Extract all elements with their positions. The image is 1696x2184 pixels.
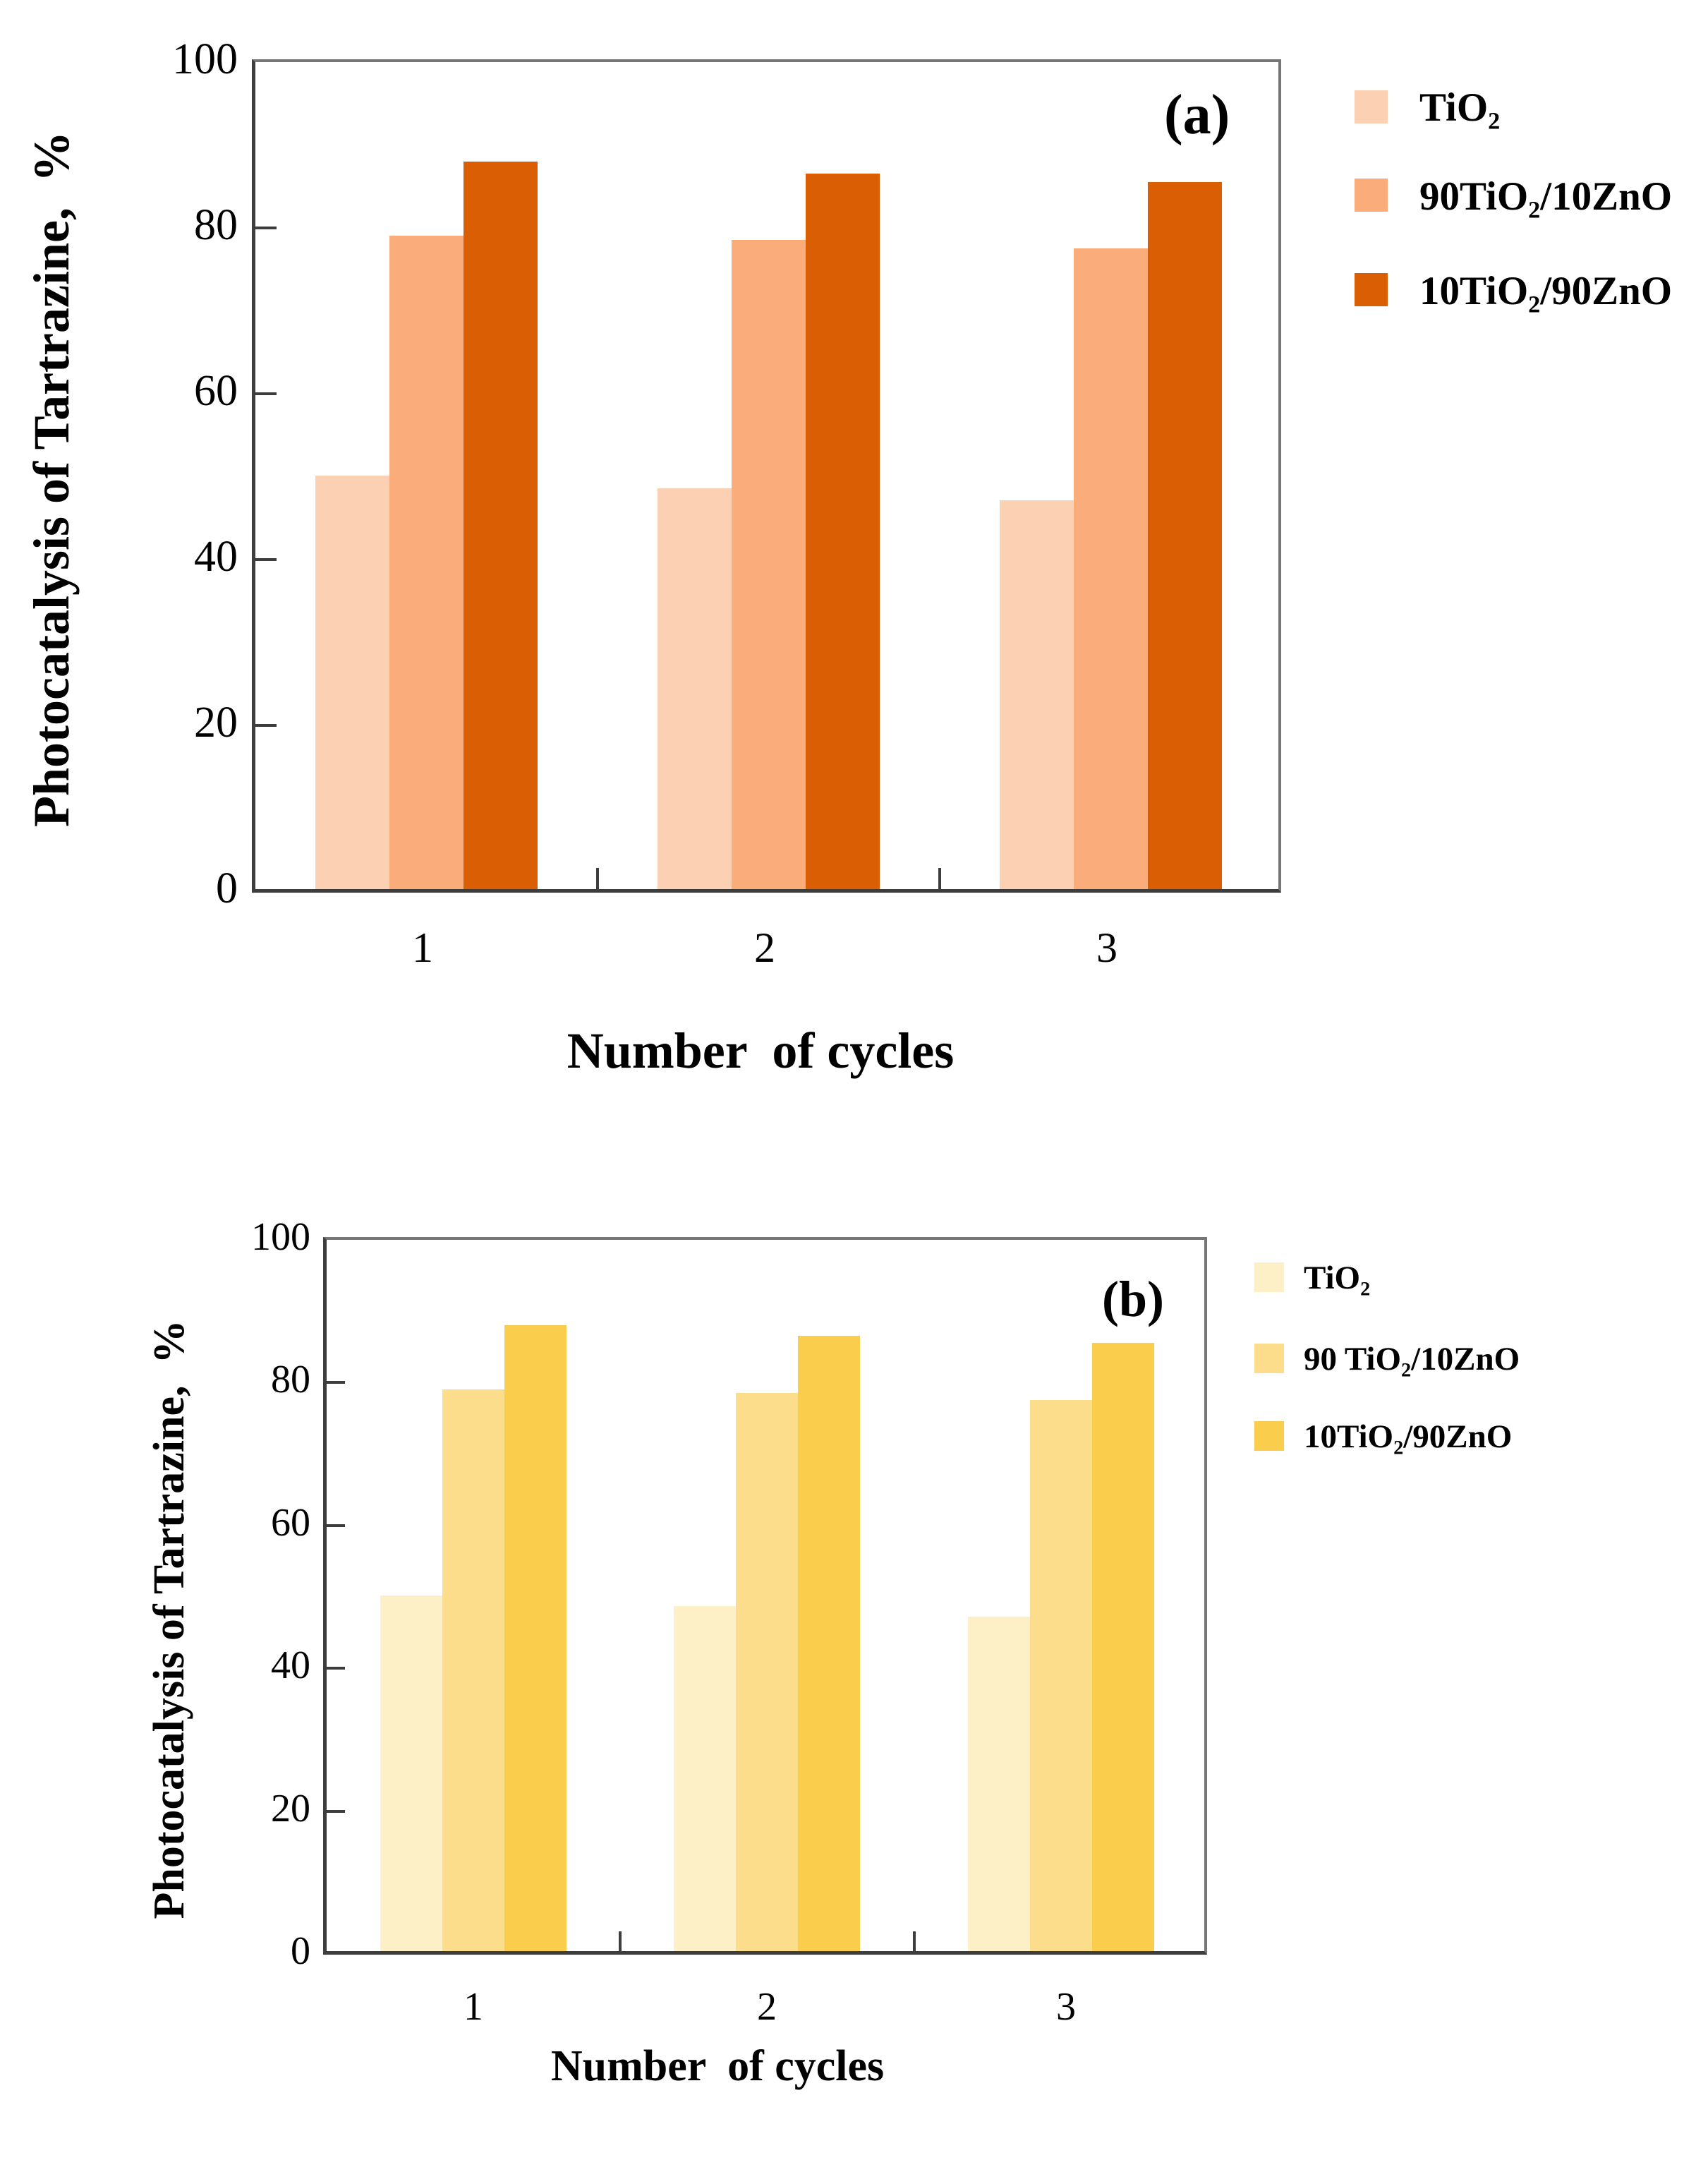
chart-b-y-tickmark-60 bbox=[327, 1524, 345, 1527]
chart-b-y-tickmark-40 bbox=[327, 1667, 345, 1670]
chart-b-y-tick-20: 20 bbox=[271, 1787, 310, 1830]
chart-a-bar-cycle2-series1 bbox=[658, 488, 732, 889]
chart-a-y-tick-0: 0 bbox=[216, 864, 238, 912]
chart-a-y-tick-40: 40 bbox=[194, 533, 238, 581]
chart-a-x-tick-2: 2 bbox=[754, 924, 775, 971]
chart-a-x-axis-title: Number of cycles bbox=[567, 1022, 955, 1079]
chart-b-legend-swatch-tio2 bbox=[1254, 1262, 1284, 1292]
chart-a-legend-swatch-tio2 bbox=[1355, 90, 1388, 123]
chart-b-x-tickmark-1 bbox=[619, 1931, 622, 1951]
chart-a-legend-label-10tio2-90zno: 10TiO₂/90ZnO bbox=[1419, 269, 1673, 313]
chart-b-legend-label-10tio2-90zno: 10TiO₂/90ZnO bbox=[1304, 1418, 1513, 1455]
chart-b-legend-swatch-90tio2-10zno bbox=[1254, 1344, 1284, 1373]
chart-a-legend-swatch-10tio2-90zno bbox=[1355, 273, 1388, 306]
chart-b-plot-area bbox=[323, 1237, 1207, 1955]
chart-a-y-tick-100: 100 bbox=[172, 35, 238, 83]
chart-a-bar-cycle3-series3 bbox=[1148, 181, 1222, 889]
chart-b-y-tick-60: 60 bbox=[271, 1501, 310, 1545]
chart-b-y-tick-0: 0 bbox=[291, 1929, 310, 1973]
chart-b-x-tick-3: 3 bbox=[1056, 1985, 1076, 2029]
chart-b-legend-label-tio2: TiO₂ bbox=[1304, 1260, 1371, 1296]
chart-a-bar-cycle2-series3 bbox=[806, 174, 880, 889]
chart-b-bar-cycle3-series3 bbox=[1091, 1343, 1154, 1951]
chart-b-legend-swatch-10tio2-90zno bbox=[1254, 1421, 1284, 1451]
chart-b-legend-label-90tio2-10zno: 90 TiO₂/10ZnO bbox=[1304, 1341, 1520, 1377]
chart-a-y-tickmark-40 bbox=[255, 558, 277, 561]
chart-a-bar-cycle1-series1 bbox=[315, 476, 389, 889]
chart-b-bar-cycle1-series2 bbox=[442, 1389, 504, 1951]
chart-a-y-tick-80: 80 bbox=[194, 201, 238, 249]
chart-b-x-tickmark-2 bbox=[913, 1931, 916, 1951]
chart-b-bar-cycle1-series1 bbox=[380, 1595, 442, 1951]
chart-a-y-tickmark-80 bbox=[255, 227, 277, 229]
chart-b-x-tick-2: 2 bbox=[757, 1985, 777, 2029]
chart-b-bar-cycle2-series2 bbox=[736, 1392, 799, 1951]
chart-a-panel-label: (a) bbox=[1164, 84, 1230, 146]
chart-a-bar-cycle2-series2 bbox=[732, 239, 806, 889]
chart-b-x-axis-title: Number of cycles bbox=[550, 2042, 885, 2090]
chart-a-bar-cycle3-series1 bbox=[1000, 500, 1074, 889]
chart-b-y-tickmark-80 bbox=[327, 1381, 345, 1384]
chart-a-legend-swatch-90tio2-10zno bbox=[1355, 179, 1388, 212]
chart-a-y-tick-60: 60 bbox=[194, 367, 238, 415]
chart-b-bar-cycle2-series1 bbox=[674, 1606, 737, 1951]
chart-b-bar-cycle3-series2 bbox=[1029, 1399, 1092, 1951]
chart-a-x-tickmark-1 bbox=[596, 868, 599, 889]
chart-a-bar-cycle1-series2 bbox=[389, 236, 464, 889]
chart-a-y-tick-20: 20 bbox=[194, 699, 238, 747]
chart-b-y-tick-80: 80 bbox=[271, 1358, 310, 1401]
chart-b-x-tick-1: 1 bbox=[464, 1985, 483, 2029]
chart-b-bar-cycle3-series1 bbox=[967, 1617, 1030, 1951]
chart-b-bar-cycle1-series3 bbox=[504, 1325, 567, 1951]
chart-b-y-tick-100: 100 bbox=[251, 1215, 310, 1259]
chart-a-x-tick-1: 1 bbox=[412, 924, 433, 971]
chart-a-bar-cycle3-series2 bbox=[1074, 248, 1148, 889]
chart-a-legend-label-90tio2-10zno: 90TiO₂/10ZnO bbox=[1419, 174, 1673, 219]
chart-b-y-tick-40: 40 bbox=[271, 1643, 310, 1687]
chart-a-x-tick-3: 3 bbox=[1096, 924, 1117, 971]
chart-a-y-tickmark-20 bbox=[255, 724, 277, 727]
chart-a-legend-label-tio2: TiO₂ bbox=[1419, 85, 1501, 130]
chart-b-bar-cycle2-series3 bbox=[798, 1336, 861, 1951]
chart-a-y-axis-title: Photocatalysis of Tartrazine, % bbox=[23, 131, 80, 827]
chart-b-y-tickmark-20 bbox=[327, 1810, 345, 1813]
chart-b-panel-label: (b) bbox=[1102, 1271, 1164, 1327]
chart-a-plot-area bbox=[252, 59, 1281, 893]
chart-a-x-tickmark-2 bbox=[938, 868, 941, 889]
chart-a-y-tickmark-60 bbox=[255, 392, 277, 395]
chart-a-bar-cycle1-series3 bbox=[464, 161, 538, 889]
